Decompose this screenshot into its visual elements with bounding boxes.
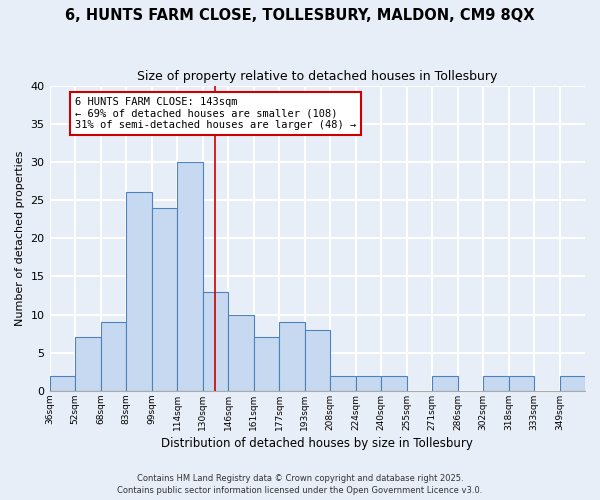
Bar: [203, 292, 228, 391]
Bar: [560, 376, 585, 391]
Bar: [126, 192, 152, 391]
Text: 6 HUNTS FARM CLOSE: 143sqm
← 69% of detached houses are smaller (108)
31% of sem: 6 HUNTS FARM CLOSE: 143sqm ← 69% of deta…: [75, 97, 356, 130]
Bar: [432, 376, 458, 391]
Y-axis label: Number of detached properties: Number of detached properties: [15, 150, 25, 326]
Bar: [101, 322, 126, 391]
Title: Size of property relative to detached houses in Tollesbury: Size of property relative to detached ho…: [137, 70, 497, 83]
Bar: [279, 322, 305, 391]
Bar: [50, 376, 75, 391]
Bar: [152, 208, 177, 391]
Bar: [381, 376, 407, 391]
Bar: [254, 338, 279, 391]
Bar: [330, 376, 356, 391]
X-axis label: Distribution of detached houses by size in Tollesbury: Distribution of detached houses by size …: [161, 437, 473, 450]
Bar: [75, 338, 101, 391]
Bar: [305, 330, 330, 391]
Bar: [483, 376, 509, 391]
Text: 6, HUNTS FARM CLOSE, TOLLESBURY, MALDON, CM9 8QX: 6, HUNTS FARM CLOSE, TOLLESBURY, MALDON,…: [65, 8, 535, 22]
Bar: [177, 162, 203, 391]
Bar: [356, 376, 381, 391]
Text: Contains HM Land Registry data © Crown copyright and database right 2025.
Contai: Contains HM Land Registry data © Crown c…: [118, 474, 482, 495]
Bar: [228, 314, 254, 391]
Bar: [509, 376, 534, 391]
